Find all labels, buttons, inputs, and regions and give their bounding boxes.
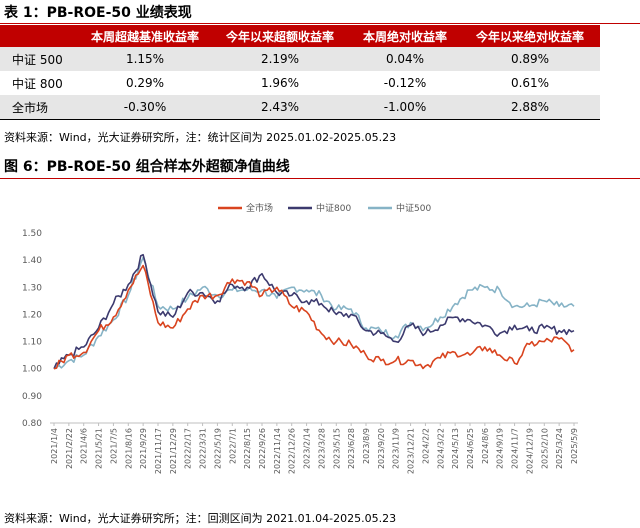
table-header-cell: 今年以来超额收益率 — [210, 25, 350, 47]
x-tick-label: 2021/11/17 — [154, 428, 163, 474]
x-tick-label: 2024/12/19 — [525, 428, 534, 474]
row-label: 中证 800 — [12, 76, 63, 91]
table-header-row: 本周超越基准收益率 今年以来超额收益率 本周绝对收益率 今年以来绝对收益率 — [0, 25, 600, 47]
x-tick-label: 2022/3/31 — [199, 428, 208, 469]
table-cell: 1.15% — [80, 47, 210, 71]
x-tick-label: 2021/8/16 — [124, 428, 133, 469]
table-row: 全市场 -0.30% 2.43% -1.00% 2.88% — [0, 95, 600, 120]
x-tick-label: 2025/2/10 — [540, 428, 549, 469]
x-tick-label: 2024/8/6 — [481, 428, 490, 464]
x-tick-label: 2024/11/7 — [511, 428, 520, 469]
table-source-note: 资料来源：Wind，光大证券研究所，注：统计区间为 2025.01.02-202… — [4, 131, 397, 144]
table-cell: 0.04% — [350, 47, 460, 71]
x-tick-label: 2022/8/15 — [243, 428, 252, 469]
table-cell: 0.89% — [460, 47, 600, 71]
table-cell: 0.29% — [125, 76, 165, 90]
table-header-cell — [0, 25, 80, 47]
x-tick-label: 2022/12/26 — [288, 428, 297, 474]
series-line — [53, 256, 575, 370]
x-tick-label: 2021/9/29 — [139, 428, 148, 469]
x-tick-label: 2023/2/14 — [303, 428, 312, 469]
table-cell: 1.96% — [260, 76, 300, 90]
table-cell: 0.61% — [510, 76, 550, 90]
row-label: 中证 500 — [0, 47, 80, 71]
table-cell: 2.88% — [460, 95, 600, 120]
legend-label: 中证500 — [396, 202, 431, 214]
x-tick-label: 2021/2/22 — [65, 428, 74, 469]
excess-nav-chart: 0.80 0.90 1.00 1.10 1.20 1.30 1.40 1.50 2021/1/4… — [22, 202, 579, 474]
table-row: 中证 500 1.15% 2.19% 0.04% 0.89% — [0, 47, 600, 71]
x-tick-label: 2021/4/6 — [80, 428, 89, 464]
x-tick-label: 2022/7/1 — [228, 428, 237, 464]
x-tick-label: 2024/2/2 — [421, 428, 430, 464]
x-tick-label: 2022/11/14 — [273, 428, 282, 474]
y-tick-label: 1.10 — [22, 338, 42, 348]
x-tick-label: 2024/9/19 — [496, 428, 505, 469]
x-tick-label: 2023/3/28 — [317, 428, 326, 469]
table-title: 表 1：PB-ROE-50 业绩表现 — [4, 5, 192, 21]
y-tick-label: 1.20 — [22, 310, 42, 320]
figure-source-note: 资料来源：Wind，光大证券研究所；注：回测区间为 2021.01.04-202… — [4, 512, 397, 525]
performance-table: 本周超越基准收益率 今年以来超额收益率 本周绝对收益率 今年以来绝对收益率 中证… — [0, 25, 600, 120]
legend-label: 全市场 — [246, 202, 273, 214]
x-tick-label: 2021/5/21 — [95, 428, 104, 469]
y-tick-label: 1.30 — [22, 283, 42, 293]
table-cell: -1.00% — [350, 95, 460, 120]
legend-label: 中证800 — [316, 202, 351, 214]
series-line — [53, 264, 575, 370]
x-tick-label: 2021/1/4 — [50, 428, 59, 464]
y-tick-label: 0.80 — [22, 419, 42, 429]
x-tick-label: 2023/8/9 — [362, 428, 371, 464]
table-cell: 2.19% — [210, 47, 350, 71]
x-tick-label: 2024/3/22 — [436, 428, 445, 469]
x-tick-label: 2023/5/15 — [332, 428, 341, 469]
table-header-cell: 今年以来绝对收益率 — [460, 25, 600, 47]
x-tick-label: 2025/5/9 — [570, 428, 579, 464]
x-tick-label: 2024/5/13 — [451, 428, 460, 469]
table-header-cell: 本周绝对收益率 — [350, 25, 460, 47]
x-tick-label: 2021/12/29 — [169, 428, 178, 474]
row-label: 全市场 — [0, 95, 80, 120]
y-tick-label: 1.40 — [22, 256, 42, 266]
x-tick-label: 2023/6/28 — [347, 428, 356, 469]
x-tick-label: 2023/12/21 — [407, 428, 416, 474]
x-tick-label: 2025/3/24 — [555, 428, 564, 469]
table-cell: 2.43% — [210, 95, 350, 120]
x-tick-label: 2023/11/9 — [392, 428, 401, 469]
figure-title-rule — [0, 178, 640, 179]
table-title-rule — [0, 23, 640, 24]
series-line — [53, 253, 575, 370]
figure-title: 图 6：PB-ROE-50 组合样本外超额净值曲线 — [4, 159, 290, 175]
x-tick-label: 2024/6/25 — [466, 428, 475, 469]
x-tick-label: 2021/7/5 — [109, 428, 118, 464]
x-tick-label: 2022/5/19 — [213, 428, 222, 469]
table-row: 中证 800 0.29% 1.96% -0.12% 0.61% — [0, 71, 600, 95]
table-cell: -0.12% — [383, 76, 427, 90]
y-tick-label: 0.90 — [22, 392, 42, 402]
table-cell: -0.30% — [80, 95, 210, 120]
x-tick-label: 2022/9/26 — [258, 428, 267, 469]
y-tick-label: 1.00 — [22, 365, 42, 375]
x-tick-label: 2022/2/17 — [184, 428, 193, 469]
x-tick-label: 2023/9/20 — [377, 428, 386, 469]
table-header-cell: 本周超越基准收益率 — [80, 25, 210, 47]
y-tick-label: 1.50 — [22, 229, 42, 239]
